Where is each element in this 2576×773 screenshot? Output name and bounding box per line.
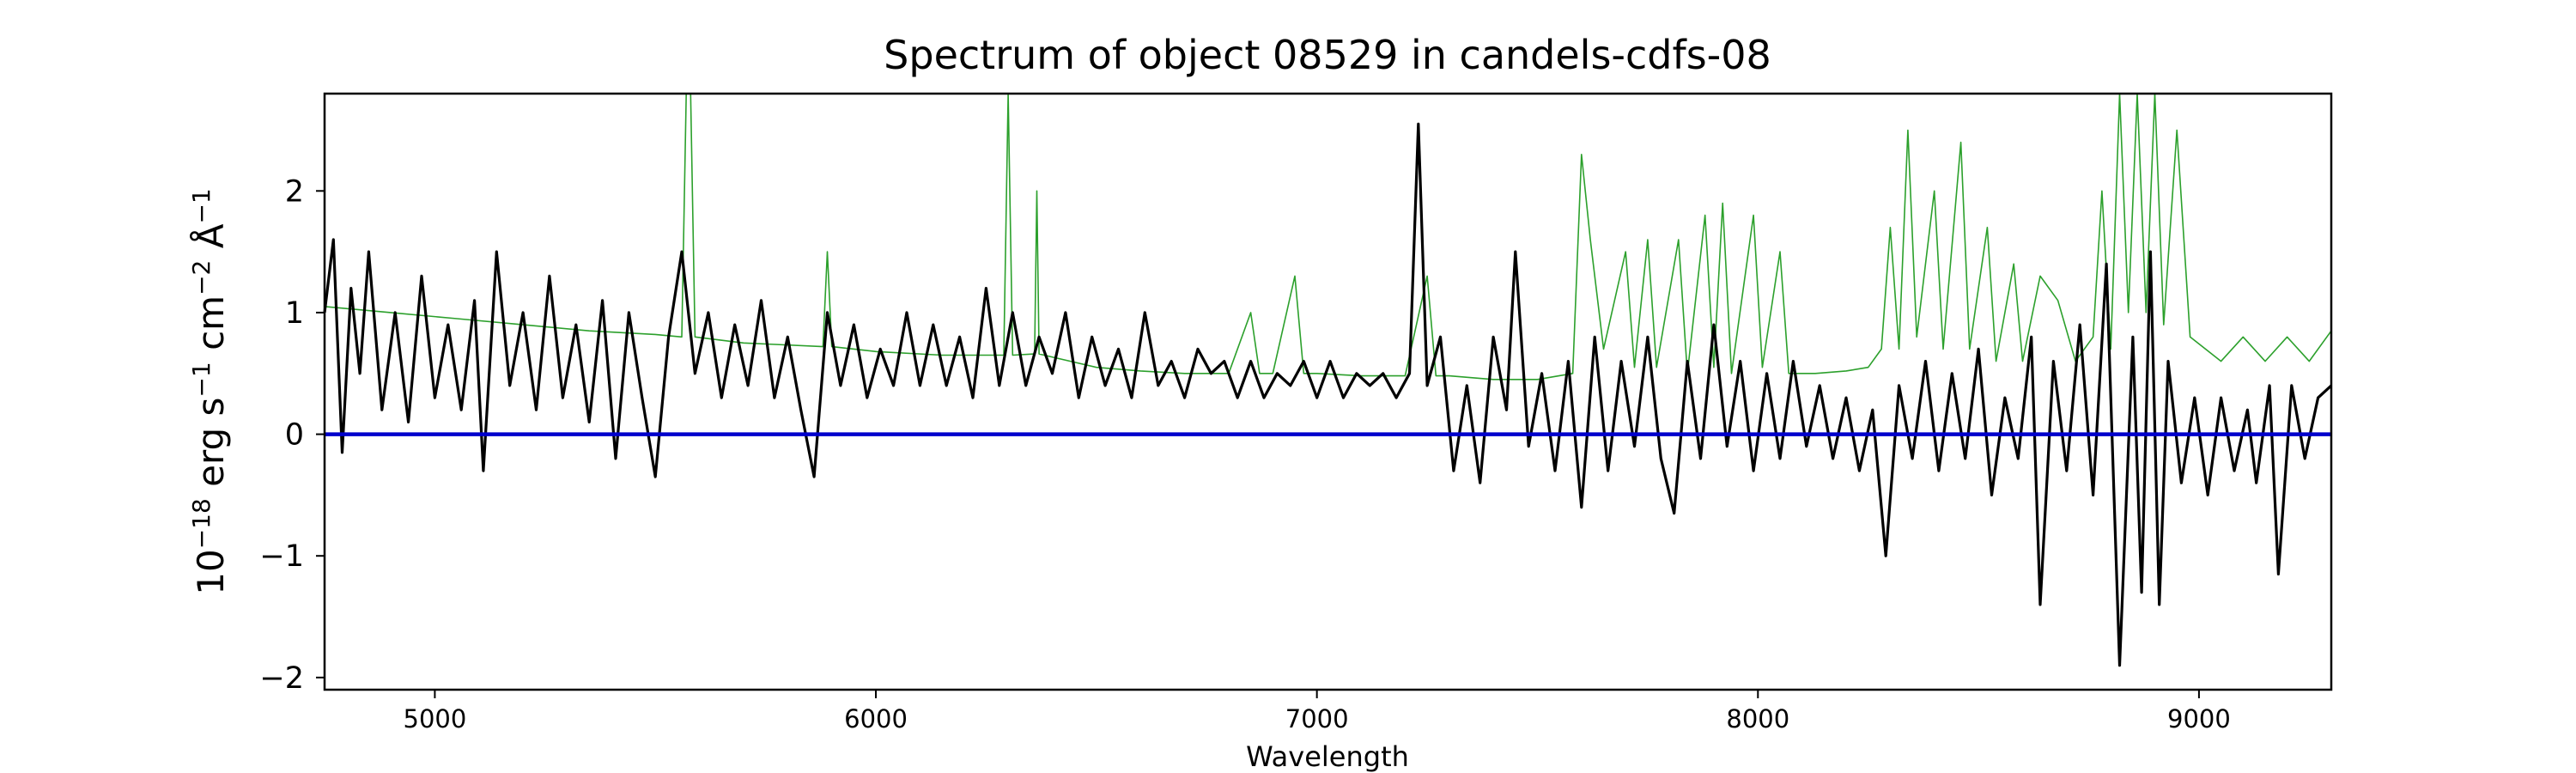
y-tick-label: 0 xyxy=(285,418,304,453)
flux-line xyxy=(323,122,2333,667)
y-label-exp-1: −18 xyxy=(187,498,216,549)
y-label-unit-3: Å xyxy=(189,223,232,259)
y-label-base: 10 xyxy=(190,549,232,594)
y-label-unit-2: cm xyxy=(190,295,232,362)
y-tick-label: −1 xyxy=(259,539,304,574)
noise-line xyxy=(324,93,2332,380)
y-axis-label: 10−18 erg s−1 cm−2 Å−1 xyxy=(187,188,232,594)
y-label-exp-4: −1 xyxy=(187,188,216,223)
y-tick-label: 2 xyxy=(285,174,304,209)
x-tick-label: 7000 xyxy=(1285,704,1349,733)
y-axis: −2 −1 0 1 2 xyxy=(259,174,325,696)
y-label-unit-1: erg s xyxy=(190,398,232,499)
x-axis: 5000 6000 7000 8000 9000 xyxy=(404,690,2231,733)
y-label-exp-3: −2 xyxy=(187,260,216,295)
y-tick-label: −2 xyxy=(259,661,304,696)
x-tick-label: 9000 xyxy=(2167,704,2231,733)
y-tick-label: 1 xyxy=(285,296,304,331)
chart-title: Spectrum of object 08529 in candels-cdfs… xyxy=(884,32,1771,78)
plot-frame xyxy=(323,92,2333,691)
y-label-exp-2: −1 xyxy=(187,362,216,397)
x-axis-label: Wavelength xyxy=(1246,740,1409,773)
x-tick-label: 8000 xyxy=(1726,704,1789,733)
plot-area xyxy=(323,93,2333,667)
x-tick-label: 6000 xyxy=(844,704,908,733)
x-tick-label: 5000 xyxy=(404,704,467,733)
